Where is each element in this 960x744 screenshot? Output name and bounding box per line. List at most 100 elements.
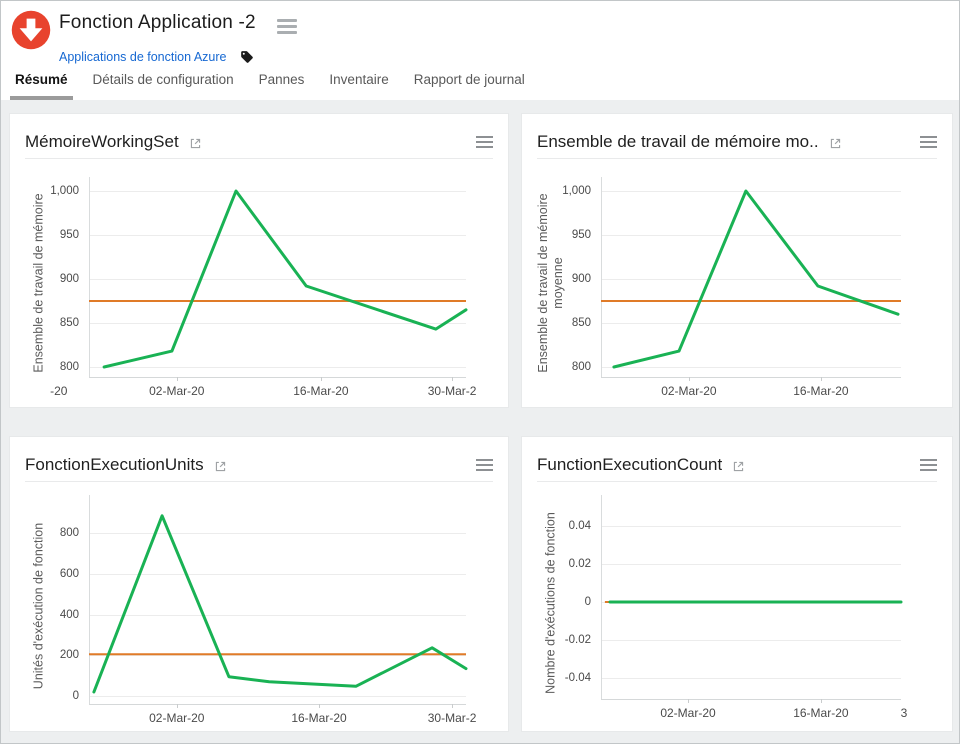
external-link-icon[interactable] (214, 460, 227, 473)
chart-canvas (601, 189, 901, 369)
grid-line (601, 279, 901, 280)
y-tick-label: 900 (571, 273, 591, 285)
card-menu-icon[interactable] (920, 135, 937, 149)
line-chart-memoireworkingset: 1,000 950 900 850 800 -20 02-Mar-20 16-Mar-20 30… (25, 159, 493, 399)
y-tick-label: -0.04 (564, 672, 591, 684)
grid-line (601, 640, 901, 641)
x-tick-mark (176, 377, 178, 381)
chart-card-memoireworkingset: MémoireWorkingSet 1,000 950 900 850 800 -20 02… (9, 113, 509, 408)
y-tick-label: 900 (59, 273, 79, 285)
y-tick-label: 200 (59, 649, 79, 661)
x-tick-label: 02-Mar-20 (661, 384, 717, 398)
grid-line (601, 678, 901, 679)
y-tick-label: 0 (584, 596, 591, 608)
y-axis-title: Ensemble de travail de mémoire moyenne (536, 193, 565, 373)
y-tick-label: 800 (59, 527, 79, 539)
grid-line (89, 235, 466, 236)
y-axis-title: Nombre d'exécutions de fonction (543, 512, 558, 694)
title-hamburger-icon[interactable] (277, 19, 297, 34)
y-axis-line (89, 495, 90, 704)
y-tick-label: 1,000 (562, 185, 591, 197)
tab-pannes[interactable]: Pannes (258, 72, 305, 87)
grid-line (89, 279, 466, 280)
chart-canvas (89, 514, 468, 694)
y-axis-line (601, 495, 602, 699)
chart-card-fonctionexecutionunits: FonctionExecutionUnits 800 600 400 200 0 02-M… (9, 436, 509, 732)
chart-title: FonctionExecutionUnits (25, 455, 204, 474)
tag-icon[interactable] (240, 50, 254, 64)
x-tick-label: 16-Mar-20 (291, 711, 347, 725)
x-tick-mark (820, 699, 822, 703)
y-tick-label: 950 (571, 229, 591, 241)
y-tick-label: -0.02 (564, 634, 591, 646)
card-menu-icon[interactable] (476, 135, 493, 149)
x-axis-line (601, 377, 901, 378)
chart-canvas (604, 600, 903, 604)
tab-rapport-de-journal[interactable]: Rapport de journal (413, 72, 525, 87)
y-axis-title: Ensemble de travail de mémoire (31, 193, 46, 373)
chart-title: MémoireWorkingSet (25, 132, 179, 151)
chart-card-memoire-moyenne: Ensemble de travail de mémoire mo.. 1,00… (521, 113, 953, 408)
y-tick-label: 800 (571, 361, 591, 373)
grid-line (89, 574, 466, 575)
divider (25, 481, 493, 482)
y-axis-line (601, 177, 602, 377)
x-tick-label: 16-Mar-20 (293, 384, 349, 398)
y-tick-label: 800 (59, 361, 79, 373)
x-tick-label: 02-Mar-20 (149, 384, 205, 398)
tab-details-de-configuration[interactable]: Détails de configuration (92, 72, 234, 87)
series-line (612, 189, 900, 369)
grid-line (89, 615, 466, 616)
y-tick-label: 0.02 (568, 558, 591, 570)
grid-line (89, 696, 466, 697)
y-tick-label: 0 (72, 690, 79, 702)
chart-title: Ensemble de travail de mémoire mo.. (537, 132, 819, 151)
grid-line (89, 367, 466, 368)
grid-line (601, 367, 901, 368)
chart-title: FunctionExecutionCount (537, 455, 723, 474)
y-tick-label: 600 (59, 568, 79, 580)
tab-bar: Résumé Détails de configuration Pannes Inve… (10, 72, 548, 100)
grid-line (601, 526, 901, 527)
x-tick-mark (688, 377, 690, 381)
tab-resume[interactable]: Résumé (10, 72, 73, 100)
x-axis-line (89, 377, 466, 378)
grid-line (89, 323, 466, 324)
x-tick-mark (452, 377, 454, 381)
grid-line (89, 191, 466, 192)
grid-line (601, 564, 901, 565)
y-tick-label: 950 (59, 229, 79, 241)
external-link-icon[interactable] (189, 137, 202, 150)
x-tick-mark (176, 704, 178, 708)
external-link-icon[interactable] (732, 460, 745, 473)
line-chart-fonctionexecutionunits: 800 600 400 200 0 02-Mar-20 16-Mar-20 30-Mar-2 U… (25, 482, 493, 726)
y-tick-label: 850 (571, 317, 591, 329)
tab-inventaire[interactable]: Inventaire (329, 72, 389, 87)
line-chart-functionexecutioncount: 0.04 0.02 0 -0.02 -0.04 02-Mar-20 16-Mar-20 3 No… (537, 482, 937, 726)
divider (25, 158, 493, 159)
grid-line (601, 323, 901, 324)
x-tick-label: -20 (50, 384, 68, 398)
active-tab-underline (10, 96, 73, 100)
x-axis-line (601, 699, 901, 700)
card-menu-icon[interactable] (476, 458, 493, 472)
monitor-type-link[interactable]: Applications de fonction Azure (59, 50, 227, 64)
series-line (102, 189, 468, 369)
divider (537, 481, 937, 482)
grid-line (89, 533, 466, 534)
page-title: Fonction Application -2 (59, 12, 256, 33)
external-link-icon[interactable] (829, 137, 842, 150)
divider (537, 158, 937, 159)
x-tick-label: 16-Mar-20 (793, 706, 849, 720)
x-tick-label: 16-Mar-20 (793, 384, 849, 398)
card-menu-icon[interactable] (920, 458, 937, 472)
y-tick-label: 400 (59, 609, 79, 621)
x-tick-mark (688, 699, 689, 703)
x-tick-label: 02-Mar-20 (660, 706, 716, 720)
monitor-down-arrow-icon (11, 10, 51, 50)
x-tick-label: 3 (900, 706, 908, 720)
chart-canvas (89, 189, 468, 369)
y-tick-label: 1,000 (50, 185, 79, 197)
grid-line (601, 235, 901, 236)
